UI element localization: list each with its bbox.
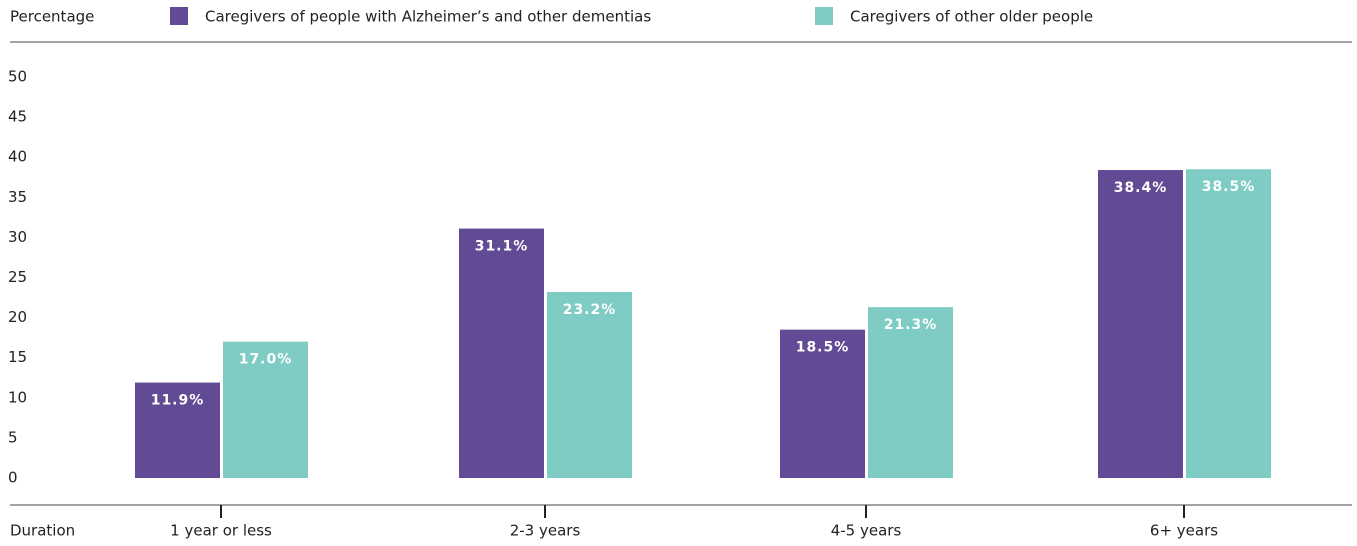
bar	[1098, 170, 1183, 479]
bar	[868, 307, 953, 478]
y-tick-label: 0	[8, 469, 18, 487]
value-label: 18.5%	[796, 340, 850, 356]
y-tick-label: 50	[8, 68, 27, 86]
y-tick-label: 15	[8, 348, 27, 366]
y-tick-label: 35	[8, 188, 27, 206]
y-tick-label: 10	[8, 388, 27, 406]
bar	[223, 341, 308, 478]
value-label: 21.3%	[884, 317, 938, 333]
bar	[547, 291, 632, 478]
bar	[459, 228, 544, 478]
value-label: 11.9%	[151, 393, 205, 409]
value-label: 38.4%	[1114, 180, 1168, 196]
legend-swatch	[170, 7, 188, 25]
value-label: 31.1%	[475, 239, 529, 255]
value-label: 38.5%	[1202, 179, 1256, 195]
legend-label: Caregivers of people with Alzheimer’s an…	[205, 8, 651, 26]
x-tick-label: 2-3 years	[510, 522, 581, 540]
x-tick-label: 4-5 years	[831, 522, 902, 540]
y-tick-label: 5	[8, 428, 18, 446]
x-axis-label: Duration	[10, 522, 75, 540]
x-tick-label: 1 year or less	[170, 522, 272, 540]
x-tick-label: 6+ years	[1150, 522, 1218, 540]
y-tick-label: 30	[8, 228, 27, 246]
legend-swatch	[815, 7, 833, 25]
y-axis-label: Percentage	[10, 8, 94, 26]
y-tick-label: 45	[8, 108, 27, 126]
bar	[135, 382, 220, 478]
value-label: 23.2%	[563, 302, 617, 318]
bar	[1186, 169, 1271, 479]
y-tick-label: 40	[8, 148, 27, 166]
y-tick-label: 25	[8, 268, 27, 286]
value-label: 17.0%	[239, 352, 293, 368]
legend-label: Caregivers of other older people	[850, 8, 1093, 26]
bar	[780, 329, 865, 478]
y-tick-label: 20	[8, 308, 27, 326]
